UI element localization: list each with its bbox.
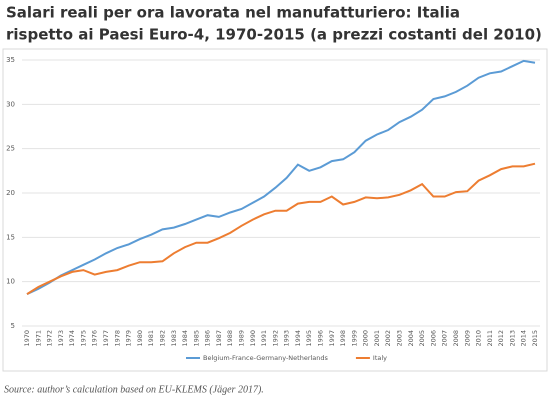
x-tick-label: 1983: [170, 330, 178, 347]
x-tick-label: 2005: [418, 330, 426, 347]
x-tick-label: 1993: [283, 330, 291, 347]
x-tick-label: 2002: [384, 330, 392, 347]
x-tick-label: 1992: [271, 330, 279, 347]
x-tick-label: 1999: [350, 330, 358, 347]
y-tick-label: 20: [6, 189, 15, 197]
x-tick-label: 2015: [531, 330, 539, 347]
x-tick-label: 2001: [373, 330, 381, 347]
x-tick-label: 1971: [34, 330, 42, 347]
data-line: [26, 162, 536, 295]
x-tick-label: 1981: [147, 330, 155, 347]
chart-frame: [2, 48, 548, 372]
x-tick-label: 2010: [475, 330, 483, 347]
x-tick-label: 2004: [407, 330, 415, 347]
x-tick-label: 2008: [452, 330, 460, 347]
x-tick-label: 1974: [68, 330, 76, 347]
legend-label: Italy: [373, 354, 387, 362]
x-tick-label: 1984: [181, 330, 189, 347]
x-tick-label: 1990: [249, 330, 257, 347]
x-tick-label: 1976: [91, 330, 99, 347]
x-tick-label: 1986: [204, 330, 212, 347]
y-tick-label: 35: [6, 56, 15, 64]
x-tick-label: 1978: [113, 330, 121, 347]
x-tick-label: 2013: [508, 330, 516, 347]
x-tick-label: 1975: [79, 330, 87, 347]
x-tick-label: 1982: [158, 330, 166, 347]
x-tick-label: 1973: [57, 330, 65, 347]
x-tick-label: 2000: [362, 330, 370, 347]
x-tick-label: 1979: [125, 330, 133, 347]
x-tick-label: 1980: [136, 330, 144, 347]
x-tick-label: 1987: [215, 330, 223, 347]
x-tick-label: 1997: [328, 330, 336, 347]
x-tick-label: 1991: [260, 330, 268, 347]
y-tick-label: 10: [6, 278, 15, 286]
x-tick-label: 2007: [441, 330, 449, 347]
x-tick-label: 1989: [237, 330, 245, 347]
y-tick-label: 25: [6, 145, 15, 153]
x-tick-label: 2006: [429, 330, 437, 347]
x-tick-label: 1985: [192, 330, 200, 347]
x-tick-label: 1996: [317, 330, 325, 347]
x-tick-label: 2012: [497, 330, 505, 347]
chart-title: rispetto ai Paesi Euro-4, 1970-2015 (a p…: [6, 26, 542, 44]
x-tick-label: 1994: [294, 330, 302, 347]
x-tick-label: 1972: [46, 330, 54, 347]
x-tick-label: 2014: [520, 330, 528, 347]
x-tick-label: 2003: [396, 330, 404, 347]
chart-title: Salari reali per ora lavorata nel manufa…: [6, 4, 460, 22]
data-line: [26, 59, 536, 296]
x-tick-label: 1988: [226, 330, 234, 347]
legend-label: Belgium-France-Germany-Netherlands: [203, 354, 329, 362]
source-note: Source: author’s calculation based on EU…: [4, 384, 264, 395]
y-tick-label: 15: [6, 233, 15, 241]
x-tick-label: 2009: [463, 330, 471, 347]
y-tick-label: 5: [11, 322, 15, 330]
x-tick-label: 1977: [102, 330, 110, 347]
x-tick-label: 1998: [339, 330, 347, 347]
x-tick-label: 1970: [23, 330, 31, 347]
y-tick-label: 30: [6, 100, 15, 108]
x-tick-label: 2011: [486, 330, 494, 347]
x-tick-label: 1995: [305, 330, 313, 347]
